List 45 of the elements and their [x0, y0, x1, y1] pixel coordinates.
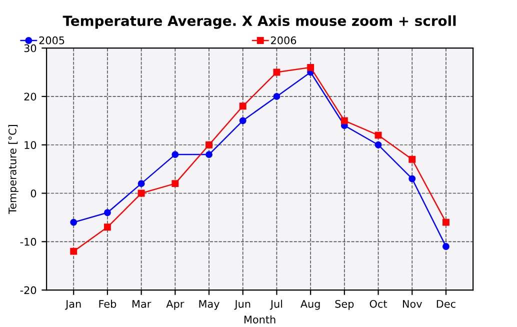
point [374, 132, 382, 139]
point [239, 117, 246, 124]
legend-label: 2005 [39, 36, 64, 44]
point [239, 102, 246, 110]
point [104, 224, 111, 231]
point [104, 209, 111, 216]
x-tick-label: Sep [335, 300, 354, 310]
point [70, 218, 78, 226]
x-tick-label: Nov [402, 300, 422, 308]
x-tick-label: Apr [166, 300, 184, 310]
y-tick-label: 0 [30, 189, 36, 198]
x-tick-label: Oct [370, 300, 388, 308]
point [340, 117, 348, 124]
x-tick-label: Feb [99, 300, 116, 308]
point [172, 180, 179, 188]
x-tick-label: Jun [234, 300, 250, 310]
legend-label: 2006 [271, 36, 296, 44]
point [408, 175, 416, 182]
x-tick-label: Aug [300, 300, 320, 310]
y-tick-label: 10 [24, 141, 36, 149]
y-axis-title: Temperature [°C] [8, 125, 18, 214]
point [206, 151, 212, 158]
y-tick-label: -20 [20, 286, 36, 294]
chart-title: Temperature Average. X Axis mouse zoom + scroll [62, 15, 456, 29]
point [206, 141, 212, 148]
point [70, 248, 78, 255]
y-tick-label: 30 [24, 44, 36, 52]
x-tick-label: Mar [132, 300, 152, 308]
point [408, 156, 416, 163]
y-tick-label: -10 [20, 238, 36, 246]
x-tick-label: Dec [436, 300, 456, 308]
point [442, 218, 450, 226]
point [138, 190, 145, 197]
point [273, 92, 280, 100]
y-tick-label: 20 [24, 92, 36, 101]
point [273, 68, 280, 76]
x-tick-label: May [199, 300, 220, 310]
point [138, 180, 145, 188]
x-tick-label: Jul [270, 300, 282, 310]
point [374, 141, 382, 148]
point [442, 243, 450, 250]
point [172, 151, 179, 158]
x-axis-title: Month [244, 315, 276, 324]
x-tick-label: Jan [65, 300, 81, 310]
point [307, 64, 314, 71]
